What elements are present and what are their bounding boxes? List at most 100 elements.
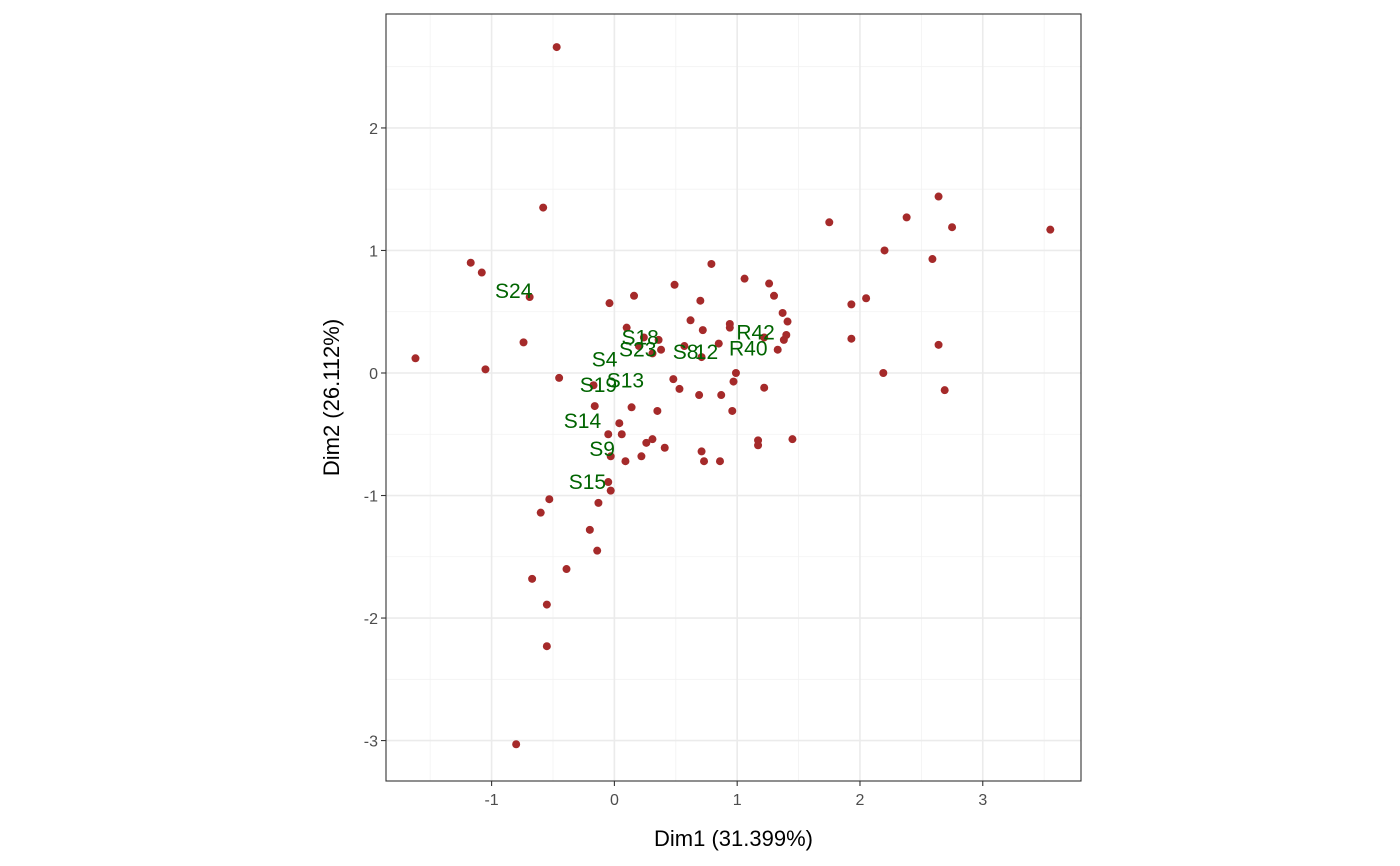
point-label: S15 xyxy=(569,471,606,494)
data-point xyxy=(1046,225,1055,234)
data-point xyxy=(700,457,709,466)
data-point xyxy=(934,340,943,349)
data-point xyxy=(948,223,957,232)
data-point xyxy=(552,43,561,52)
data-point xyxy=(773,345,782,354)
data-point xyxy=(512,740,521,749)
data-point xyxy=(542,600,551,609)
data-point xyxy=(862,294,871,303)
data-point xyxy=(934,192,943,201)
data-point xyxy=(847,334,856,343)
data-point xyxy=(653,406,662,415)
data-point xyxy=(680,342,689,351)
data-point xyxy=(698,326,707,335)
data-point xyxy=(606,452,615,461)
data-point xyxy=(697,447,706,456)
data-point xyxy=(536,508,545,517)
point-label: S18 xyxy=(621,326,658,349)
x-axis-title: Dim1 (31.399%) xyxy=(654,826,813,851)
data-point xyxy=(760,333,769,342)
data-point xyxy=(695,391,704,400)
data-point xyxy=(731,368,740,377)
point-label: 12 xyxy=(695,341,718,364)
data-point xyxy=(657,345,666,354)
data-point xyxy=(481,365,490,374)
data-point xyxy=(770,291,779,300)
point-label: S14 xyxy=(564,410,602,433)
data-point xyxy=(754,441,763,450)
data-point xyxy=(696,296,705,305)
data-point xyxy=(847,300,856,309)
data-point xyxy=(637,452,646,461)
x-tick-label: 2 xyxy=(856,792,865,809)
y-tick-label: -3 xyxy=(364,734,378,751)
data-point xyxy=(617,430,626,439)
panel-border xyxy=(385,13,1082,782)
data-point xyxy=(545,495,554,504)
data-point xyxy=(642,438,651,447)
data-point xyxy=(660,443,669,452)
data-point xyxy=(555,373,564,382)
y-axis-title: Dim2 (26.112%) xyxy=(319,319,344,476)
data-points xyxy=(411,43,1055,749)
data-point xyxy=(606,486,615,495)
point-label: S24 xyxy=(495,280,533,303)
data-point xyxy=(525,293,534,302)
data-point xyxy=(686,316,695,325)
data-point xyxy=(519,338,528,347)
data-point xyxy=(648,435,657,444)
data-point xyxy=(725,319,734,328)
data-point xyxy=(590,402,599,411)
x-tick-label: 1 xyxy=(733,792,742,809)
data-point xyxy=(879,368,888,377)
data-point xyxy=(670,280,679,289)
data-point xyxy=(902,213,911,222)
y-tick-label: -2 xyxy=(364,611,378,628)
data-point xyxy=(928,255,937,264)
data-point xyxy=(604,430,613,439)
y-axis: -3 -2 -1 0 1 2 xyxy=(364,121,386,751)
data-point xyxy=(589,381,598,390)
y-tick-label: 0 xyxy=(369,366,378,383)
minor-gridlines xyxy=(386,14,1081,781)
data-point xyxy=(615,419,624,428)
data-point xyxy=(740,274,749,283)
data-point xyxy=(604,478,613,487)
data-point xyxy=(648,349,657,358)
x-tick-label: 3 xyxy=(978,792,987,809)
point-label: R42 xyxy=(736,322,775,345)
major-gridlines xyxy=(386,14,1081,781)
data-point xyxy=(728,406,737,415)
data-point xyxy=(466,258,475,267)
data-point xyxy=(542,642,551,651)
data-point xyxy=(634,342,643,351)
point-label: S23 xyxy=(619,339,656,362)
data-point xyxy=(562,565,571,574)
data-point xyxy=(622,323,631,332)
data-point xyxy=(940,386,949,395)
y-tick-label: -1 xyxy=(364,489,378,506)
data-point xyxy=(729,377,738,386)
data-point xyxy=(760,383,769,392)
data-point xyxy=(880,246,889,255)
y-tick-label: 1 xyxy=(369,243,378,260)
panel-background xyxy=(386,14,1081,781)
data-point xyxy=(825,218,834,227)
data-point xyxy=(675,384,684,393)
data-point xyxy=(654,335,663,344)
data-point xyxy=(594,498,603,507)
point-label: S19 xyxy=(580,374,617,397)
data-point xyxy=(605,299,614,308)
data-point xyxy=(783,317,792,326)
data-point xyxy=(593,546,602,555)
point-label: S9 xyxy=(589,438,615,461)
data-point xyxy=(697,353,706,362)
data-point xyxy=(779,335,788,344)
point-label: S8 xyxy=(673,341,699,364)
data-point xyxy=(630,291,639,300)
data-point xyxy=(639,333,648,342)
data-point xyxy=(765,279,774,288)
data-point xyxy=(585,525,594,534)
data-point xyxy=(778,308,787,317)
